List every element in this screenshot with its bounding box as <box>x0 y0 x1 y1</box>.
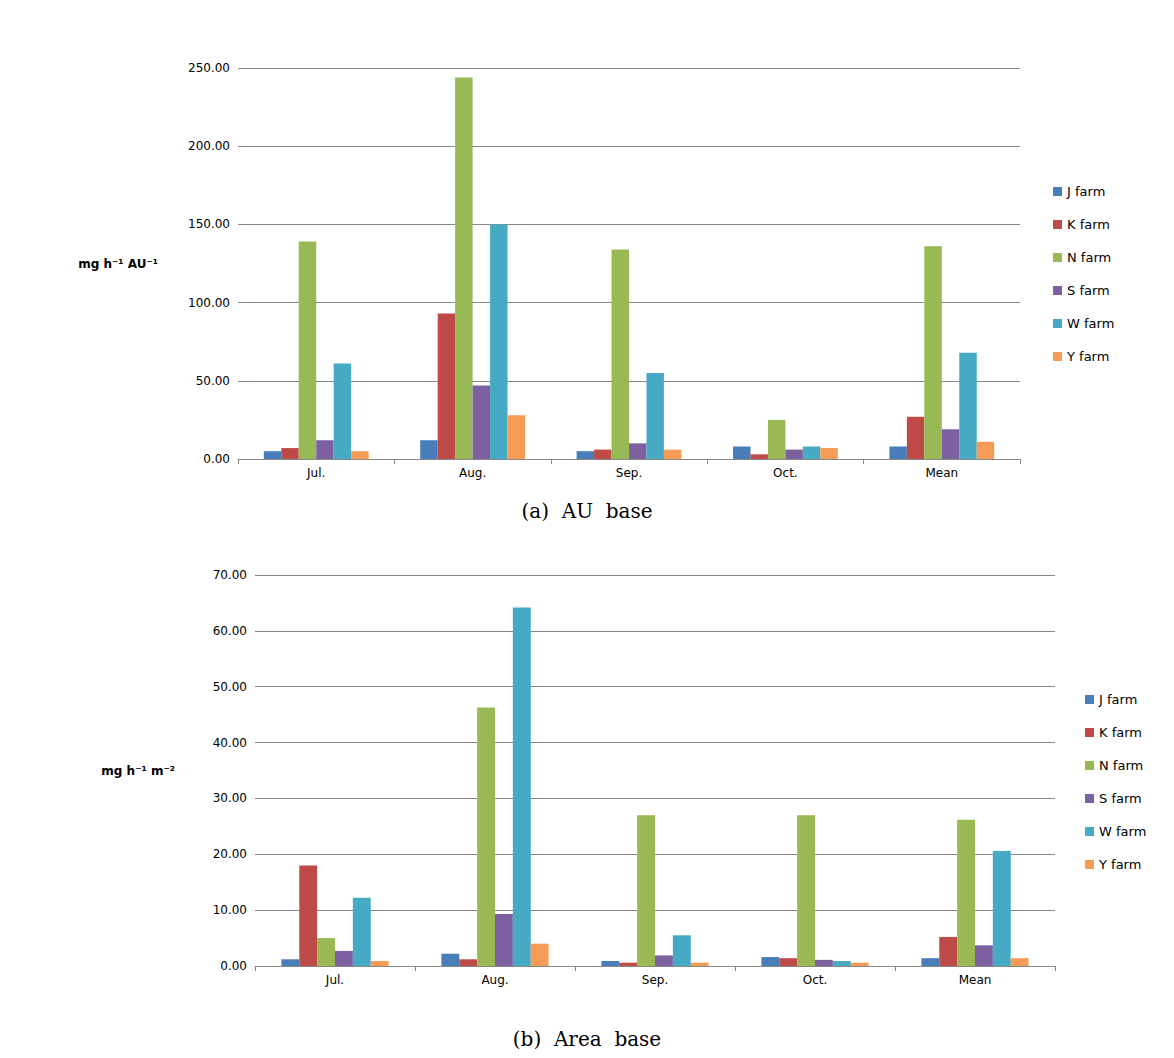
svg-text:60.00: 60.00 <box>213 624 247 638</box>
svg-text:Aug.: Aug. <box>481 973 508 987</box>
svg-text:J farm: J farm <box>1098 692 1137 707</box>
svg-text:40.00: 40.00 <box>213 736 247 750</box>
svg-text:W farm: W farm <box>1099 824 1146 839</box>
svg-text:(a) AU base: (a) AU base <box>521 499 652 523</box>
svg-text:mg h⁻¹ AU⁻¹: mg h⁻¹ AU⁻¹ <box>78 257 158 271</box>
svg-text:Y farm: Y farm <box>1098 857 1141 872</box>
svg-text:10.00: 10.00 <box>213 903 247 917</box>
svg-text:100.00: 100.00 <box>188 296 230 310</box>
svg-text:(b) Area base: (b) Area base <box>513 1027 661 1051</box>
svg-text:200.00: 200.00 <box>188 139 230 153</box>
svg-text:50.00: 50.00 <box>213 680 247 694</box>
svg-text:50.00: 50.00 <box>196 374 230 388</box>
svg-text:Sep.: Sep. <box>616 466 642 480</box>
svg-text:20.00: 20.00 <box>213 847 247 861</box>
svg-text:J farm: J farm <box>1066 184 1105 199</box>
svg-text:Aug.: Aug. <box>459 466 486 480</box>
svg-text:Sep.: Sep. <box>642 973 668 987</box>
svg-text:250.00: 250.00 <box>188 61 230 75</box>
svg-text:N farm: N farm <box>1099 758 1143 773</box>
svg-text:Mean: Mean <box>959 973 992 987</box>
svg-text:S farm: S farm <box>1099 791 1142 806</box>
svg-text:Mean: Mean <box>925 466 958 480</box>
svg-text:K farm: K farm <box>1099 725 1142 740</box>
svg-text:30.00: 30.00 <box>213 791 247 805</box>
svg-text:Jul.: Jul. <box>306 466 325 480</box>
svg-text:K farm: K farm <box>1067 217 1110 232</box>
svg-text:Jul.: Jul. <box>325 973 344 987</box>
svg-text:mg h⁻¹ m⁻²: mg h⁻¹ m⁻² <box>101 764 175 778</box>
svg-text:Oct.: Oct. <box>773 466 798 480</box>
svg-text:N farm: N farm <box>1067 250 1111 265</box>
svg-text:0.00: 0.00 <box>203 452 230 466</box>
svg-text:0.00: 0.00 <box>220 959 247 973</box>
svg-text:Y farm: Y farm <box>1066 349 1109 364</box>
svg-text:S farm: S farm <box>1067 283 1110 298</box>
svg-text:Oct.: Oct. <box>803 973 828 987</box>
svg-text:W farm: W farm <box>1067 316 1114 331</box>
svg-text:70.00: 70.00 <box>213 568 247 582</box>
svg-text:150.00: 150.00 <box>188 217 230 231</box>
